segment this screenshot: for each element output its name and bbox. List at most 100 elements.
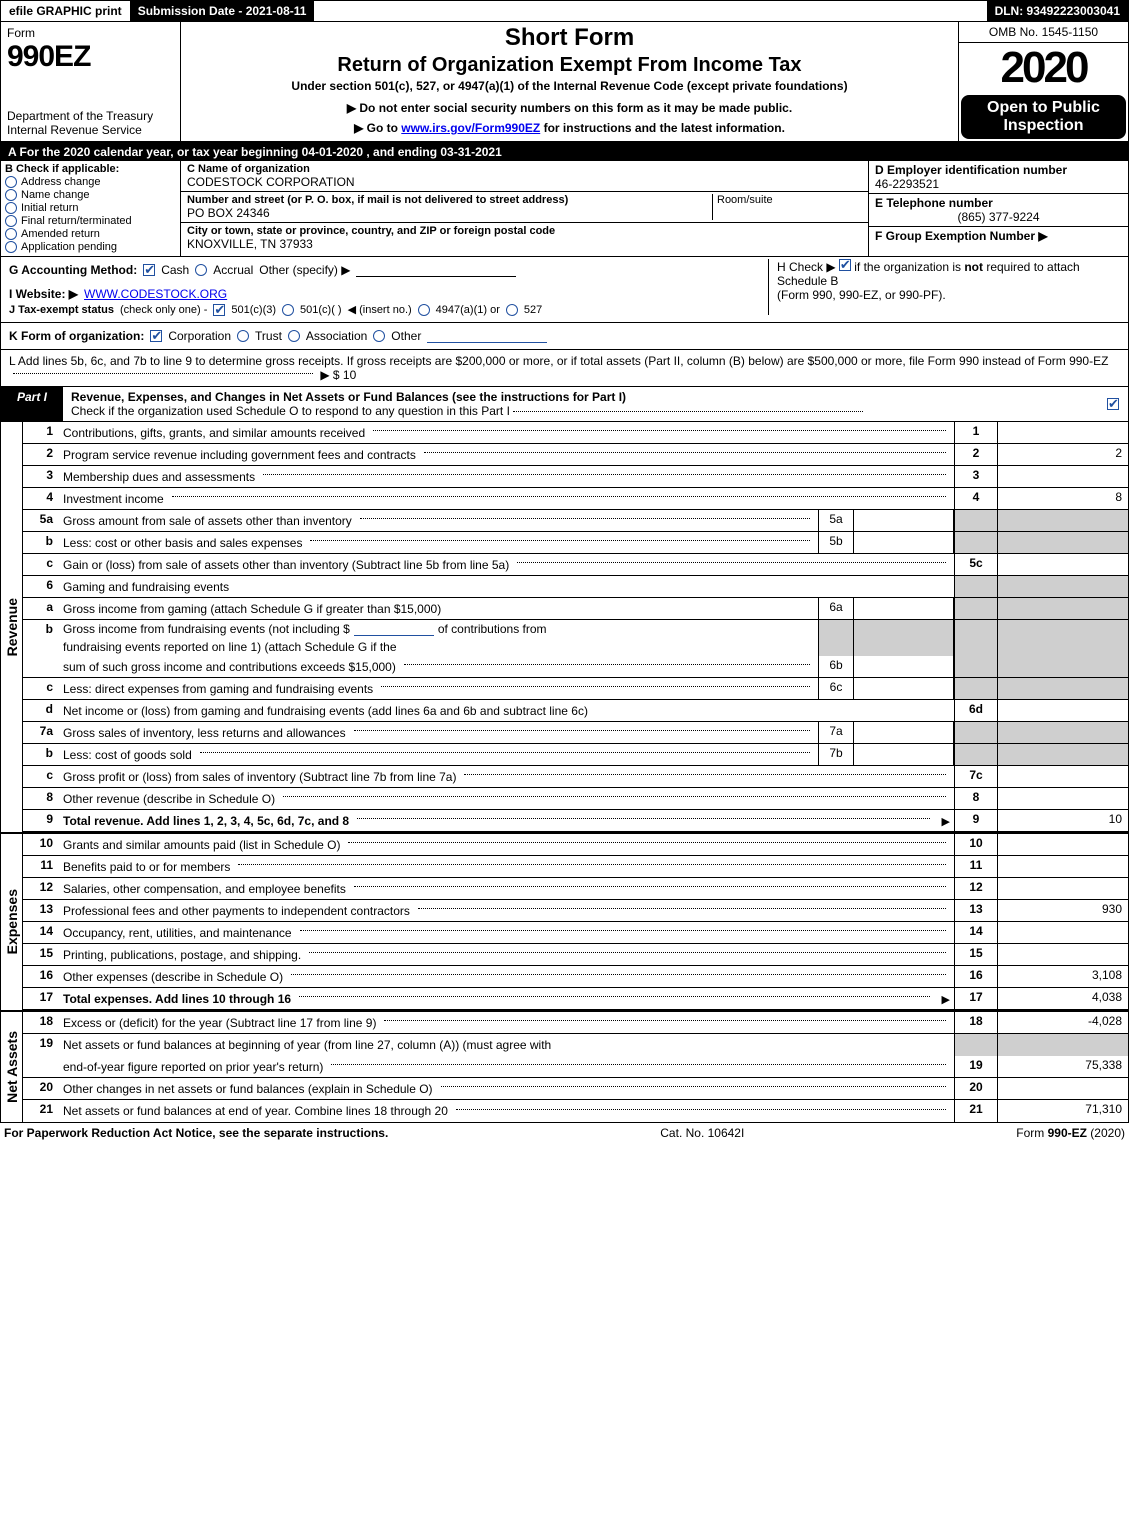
ln16-rn: 16 xyxy=(954,966,998,987)
ln18-desc: Excess or (deficit) for the year (Subtra… xyxy=(63,1016,376,1030)
ln1-rv xyxy=(998,422,1128,443)
k-other-fill[interactable] xyxy=(427,330,547,343)
ln20-no: 20 xyxy=(23,1078,59,1099)
c-addr-label: Number and street (or P. O. box, if mail… xyxy=(187,194,712,206)
ln14-rn: 14 xyxy=(954,922,998,943)
radio-trust[interactable] xyxy=(237,330,249,342)
c-name-value: CODESTOCK CORPORATION xyxy=(187,175,862,189)
radio-527[interactable] xyxy=(506,304,518,316)
arrow-icon xyxy=(938,814,950,828)
ln9-rn: 9 xyxy=(954,810,998,831)
radio-accrual[interactable] xyxy=(195,264,207,276)
radio-501c[interactable] xyxy=(282,304,294,316)
ln9-desc: Total revenue. Add lines 1, 2, 3, 4, 5c,… xyxy=(63,814,349,828)
top-bar: efile GRAPHIC print Submission Date - 20… xyxy=(0,0,1129,22)
radio-association[interactable] xyxy=(288,330,300,342)
k-assoc: Association xyxy=(306,329,367,343)
ln8-no: 8 xyxy=(23,788,59,809)
line-a-tax-year: A For the 2020 calendar year, or tax yea… xyxy=(0,143,1129,161)
i-website[interactable]: WWW.CODESTOCK.ORG xyxy=(84,287,227,301)
ln5b-desc: Less: cost or other basis and sales expe… xyxy=(63,536,302,550)
ln2-no: 2 xyxy=(23,444,59,465)
radio-amended-return[interactable] xyxy=(5,228,17,240)
ln5a-sub: 5a xyxy=(818,510,854,531)
radio-address-change[interactable] xyxy=(5,176,17,188)
ln5c-rn: 5c xyxy=(954,554,998,575)
ln9-rv: 10 xyxy=(998,810,1128,831)
part-i-title: Revenue, Expenses, and Changes in Net As… xyxy=(71,390,626,404)
revenue-section: Revenue 1Contributions, gifts, grants, a… xyxy=(0,422,1129,832)
header-left: Form 990EZ Department of the Treasury In… xyxy=(1,22,181,141)
ln17-no: 17 xyxy=(23,988,59,1009)
ln6a-sv xyxy=(854,598,954,619)
ln14-no: 14 xyxy=(23,922,59,943)
e-label: E Telephone number xyxy=(875,196,1122,210)
do-not-enter: ▶ Do not enter social security numbers o… xyxy=(191,101,948,115)
ln18-rn: 18 xyxy=(954,1012,998,1033)
ln1-no: 1 xyxy=(23,422,59,443)
goto-link[interactable]: www.irs.gov/Form990EZ xyxy=(401,121,540,135)
ln5c-rv xyxy=(998,554,1128,575)
g-other-fill[interactable] xyxy=(356,263,516,277)
radio-name-change[interactable] xyxy=(5,189,17,201)
b-title: B Check if applicable: xyxy=(5,163,176,175)
check-corporation[interactable] xyxy=(150,330,162,342)
department-label: Department of the Treasury Internal Reve… xyxy=(7,109,174,137)
ln5a-desc: Gross amount from sale of assets other t… xyxy=(63,514,352,528)
footer-right: Form 990-EZ (2020) xyxy=(1016,1126,1125,1140)
radio-initial-return[interactable] xyxy=(5,202,17,214)
ln13-desc: Professional fees and other payments to … xyxy=(63,904,410,918)
ln3-desc: Membership dues and assessments xyxy=(63,470,255,484)
j-note: (check only one) - xyxy=(120,304,207,316)
radio-application-pending[interactable] xyxy=(5,241,17,253)
ln21-rn: 21 xyxy=(954,1100,998,1122)
efile-print[interactable]: efile GRAPHIC print xyxy=(1,1,130,21)
dln: DLN: 93492223003041 xyxy=(987,1,1128,21)
check-h[interactable] xyxy=(839,259,851,271)
ln1-rn: 1 xyxy=(954,422,998,443)
opt-initial-return: Initial return xyxy=(21,202,78,214)
form-number: 990EZ xyxy=(7,40,174,74)
ln16-rv: 3,108 xyxy=(998,966,1128,987)
opt-name-change: Name change xyxy=(21,189,90,201)
ln1-desc: Contributions, gifts, grants, and simila… xyxy=(63,426,365,440)
ln6b-fill[interactable] xyxy=(354,623,434,636)
j-label: J Tax-exempt status xyxy=(9,304,114,316)
h-pre: H Check ▶ xyxy=(777,260,839,274)
short-form-title: Short Form xyxy=(191,24,948,52)
ln5a-no: 5a xyxy=(23,510,59,531)
return-of-title: Return of Organization Exempt From Incom… xyxy=(191,54,948,77)
ln2-desc: Program service revenue including govern… xyxy=(63,448,416,462)
h-not: not xyxy=(964,260,983,274)
ln5c-no: c xyxy=(23,554,59,575)
arrow-icon xyxy=(938,992,950,1006)
ln5a-sv xyxy=(854,510,954,531)
g-accrual: Accrual xyxy=(213,263,253,277)
check-cash[interactable] xyxy=(143,264,155,276)
ln21-rv: 71,310 xyxy=(998,1100,1128,1122)
goto-line: ▶ Go to www.irs.gov/Form990EZ for instru… xyxy=(191,121,948,135)
ln10-desc: Grants and similar amounts paid (list in… xyxy=(63,838,340,852)
radio-4947[interactable] xyxy=(418,304,430,316)
j-4947: 4947(a)(1) or xyxy=(436,304,500,316)
under-section: Under section 501(c), 527, or 4947(a)(1)… xyxy=(191,79,948,93)
ln5b-no: b xyxy=(23,532,59,553)
f-label: F Group Exemption Number ▶ xyxy=(875,229,1048,243)
radio-other[interactable] xyxy=(373,330,385,342)
ln15-desc: Printing, publications, postage, and shi… xyxy=(63,948,301,962)
net-assets-label: Net Assets xyxy=(1,1012,23,1122)
page-footer: For Paperwork Reduction Act Notice, see … xyxy=(0,1123,1129,1143)
radio-final-return[interactable] xyxy=(5,215,17,227)
j-501c: 501(c)( ) xyxy=(300,304,342,316)
part-i-sub: Check if the organization used Schedule … xyxy=(71,404,510,418)
ln7b-sub: 7b xyxy=(818,744,854,765)
ln5c-desc: Gain or (loss) from sale of assets other… xyxy=(63,558,509,572)
ln3-rv xyxy=(998,466,1128,487)
ln6a-sub: 6a xyxy=(818,598,854,619)
check-501c3[interactable] xyxy=(213,304,225,316)
goto-pre: ▶ Go to xyxy=(354,121,401,135)
check-part-i-schedule-o[interactable] xyxy=(1107,398,1119,410)
expenses-section: Expenses 10Grants and similar amounts pa… xyxy=(0,832,1129,1010)
ln17-rn: 17 xyxy=(954,988,998,1009)
ln6b-no: b xyxy=(23,620,59,656)
